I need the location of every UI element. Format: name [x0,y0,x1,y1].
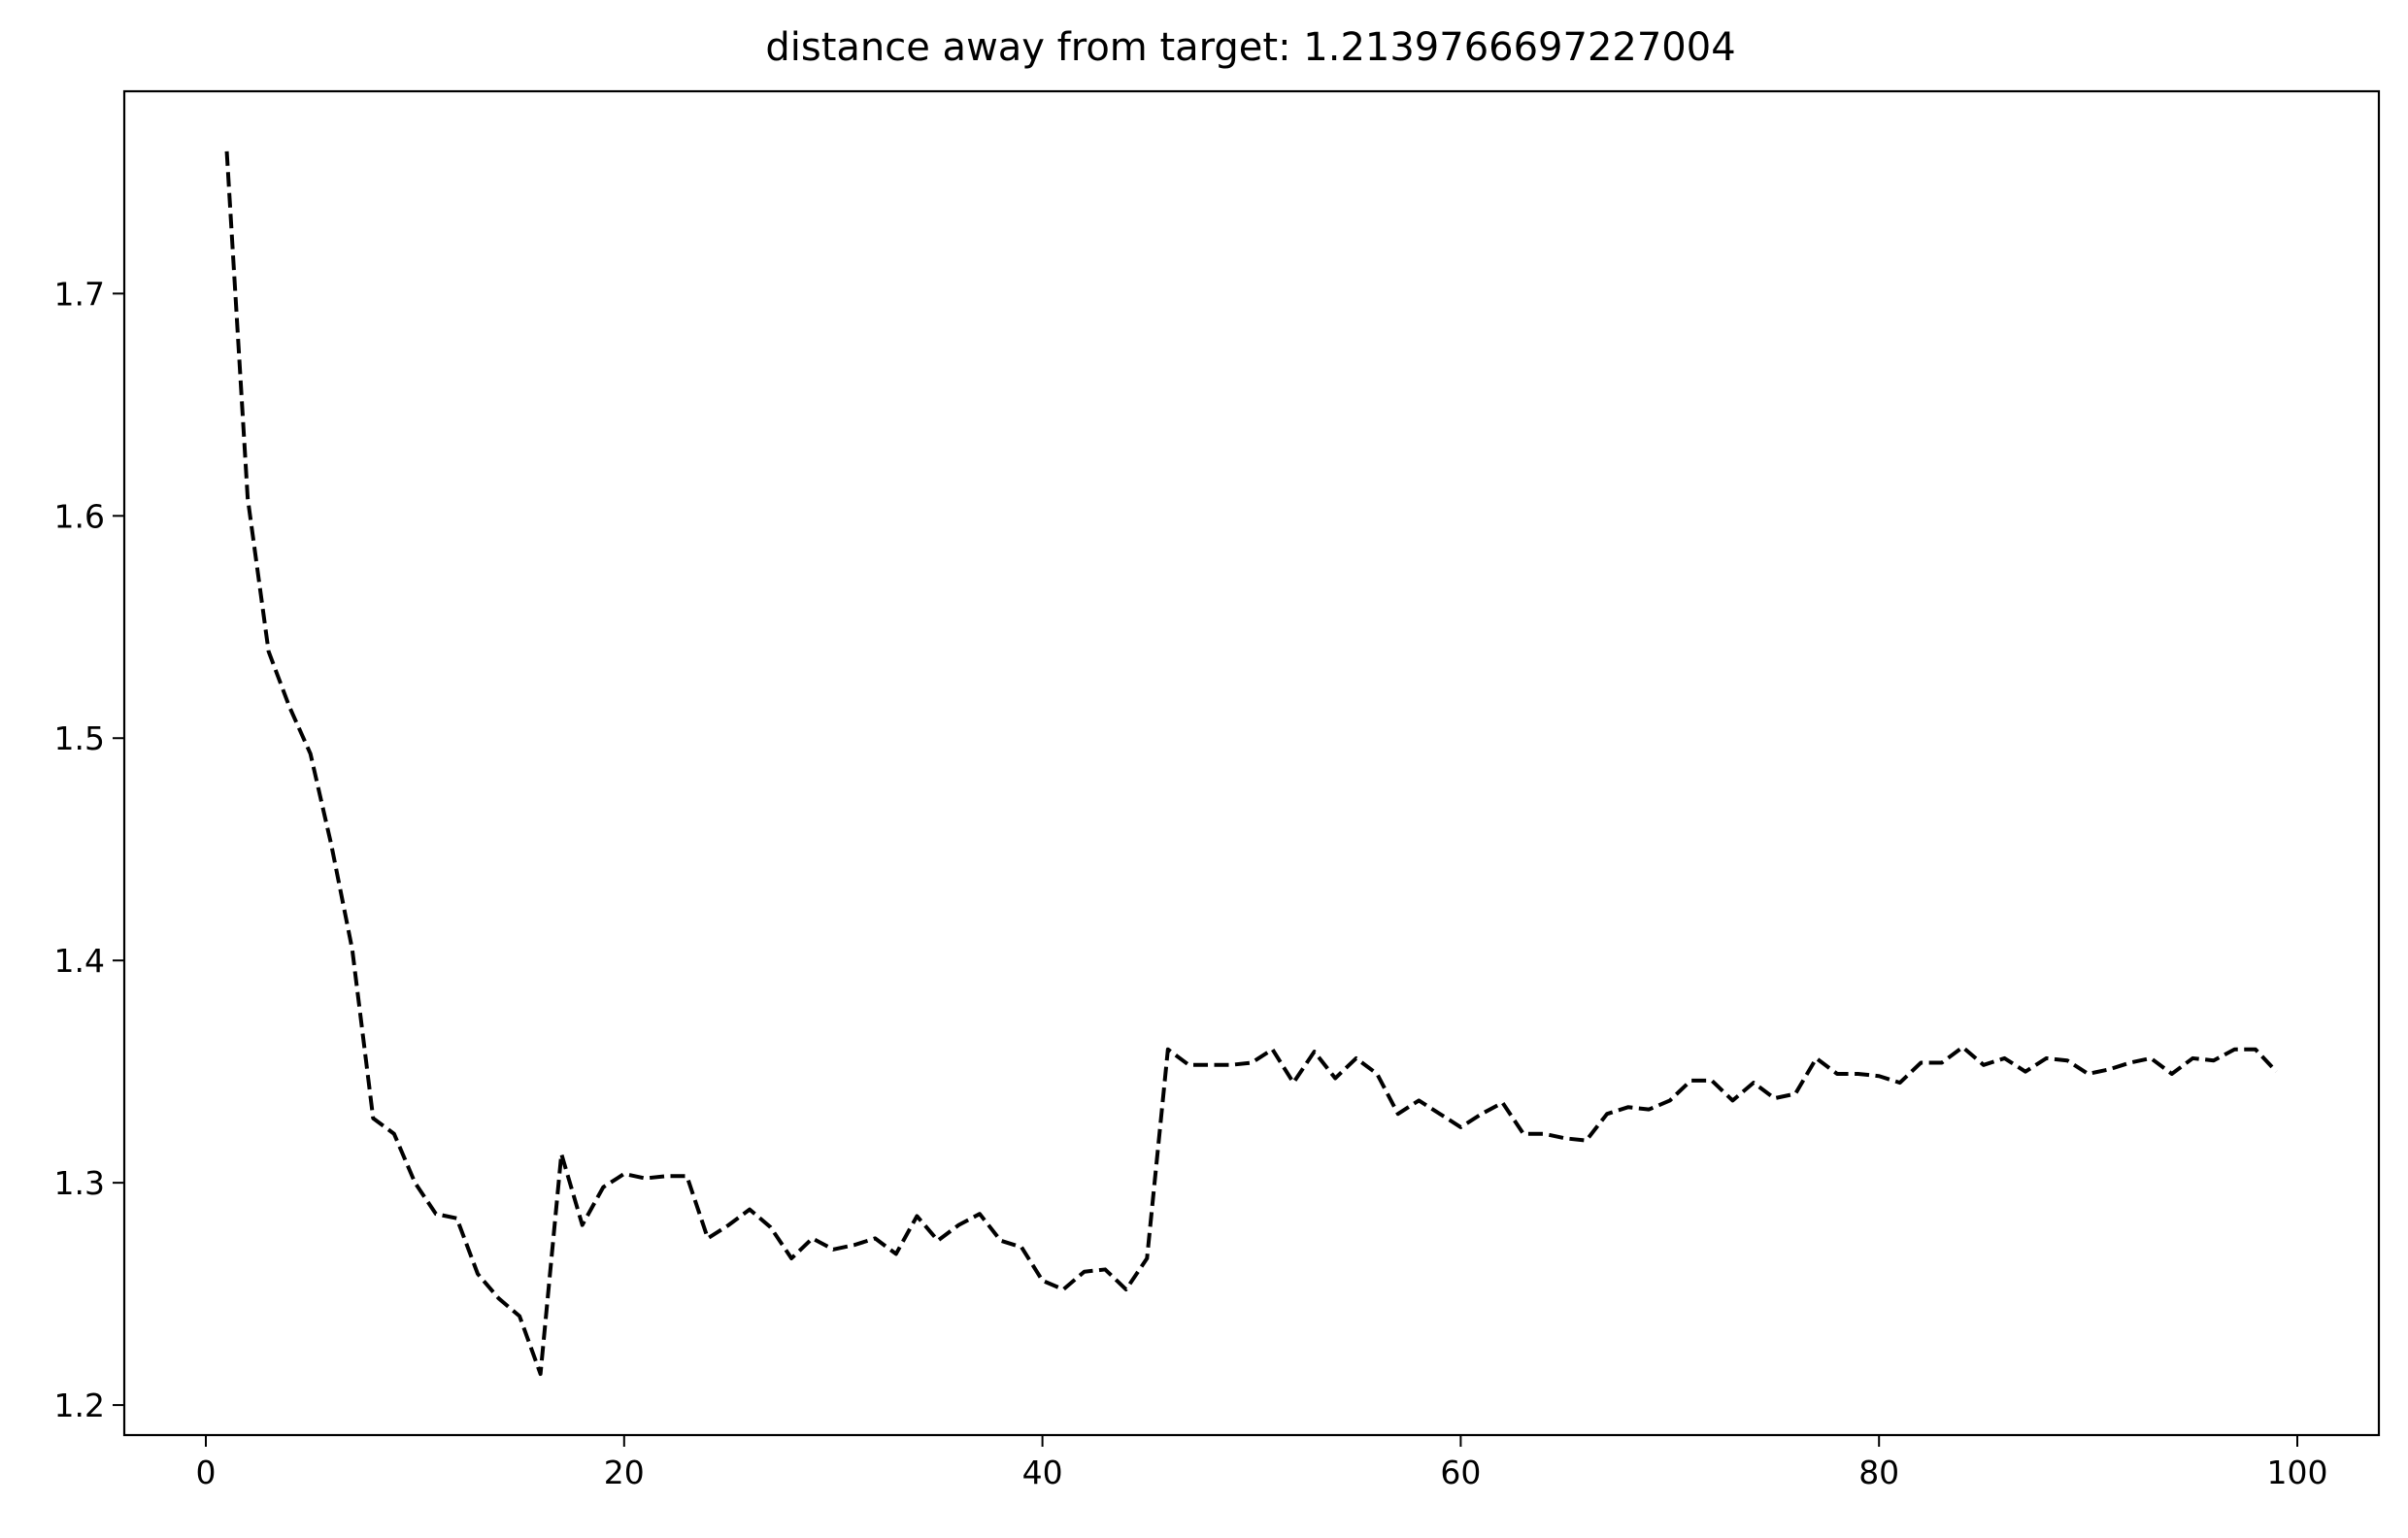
x-tick-label: 100 [2266,1454,2327,1491]
y-tick-label: 1.2 [54,1387,105,1424]
x-tick-label: 80 [1858,1454,1899,1491]
chart-title: distance away from target: 1.21397666972… [765,25,1735,70]
axes: 0 20 40 60 80 100 1.2 1.3 1.4 1.5 1.6 1.7 [54,89,2381,1491]
y-tick-label: 1.4 [54,942,105,980]
plot-area [224,150,2278,1377]
axes-frame [122,89,2381,1437]
x-tick-label: 60 [1440,1454,1481,1491]
x-tick-label: 20 [604,1454,645,1491]
y-tick-label: 1.7 [54,275,105,313]
series-line-0 [224,150,2278,1377]
y-tick-label: 1.3 [54,1164,105,1202]
x-tick-label: 40 [1022,1454,1063,1491]
y-tick-label: 1.5 [54,719,105,757]
x-tick-label: 0 [196,1454,217,1491]
y-tick-label: 1.6 [54,497,105,535]
